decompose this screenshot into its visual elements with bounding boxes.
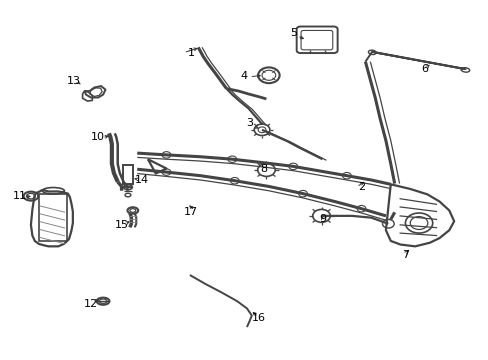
Text: 13: 13 xyxy=(67,76,81,86)
Text: 10: 10 xyxy=(91,132,105,142)
Text: 17: 17 xyxy=(183,207,198,217)
Text: 15: 15 xyxy=(114,220,128,230)
Text: 6: 6 xyxy=(421,64,427,74)
Text: 1: 1 xyxy=(187,48,194,58)
Text: 7: 7 xyxy=(401,250,408,260)
Text: 4: 4 xyxy=(241,71,247,81)
Text: 8: 8 xyxy=(260,164,267,174)
Text: 16: 16 xyxy=(252,313,265,323)
Text: 14: 14 xyxy=(135,175,149,185)
Text: 2: 2 xyxy=(357,182,365,192)
Text: 9: 9 xyxy=(318,215,325,224)
Text: 11: 11 xyxy=(13,191,27,201)
Text: 12: 12 xyxy=(83,299,98,309)
Text: 5: 5 xyxy=(289,28,296,38)
Bar xyxy=(122,165,133,184)
Bar xyxy=(39,194,67,241)
Text: 3: 3 xyxy=(245,118,252,128)
